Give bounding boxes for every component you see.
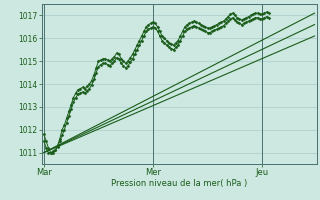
X-axis label: Pression niveau de la mer( hPa ): Pression niveau de la mer( hPa ) [111, 179, 247, 188]
